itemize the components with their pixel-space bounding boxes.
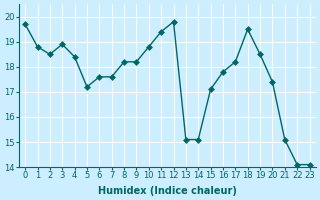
X-axis label: Humidex (Indice chaleur): Humidex (Indice chaleur) xyxy=(98,186,237,196)
